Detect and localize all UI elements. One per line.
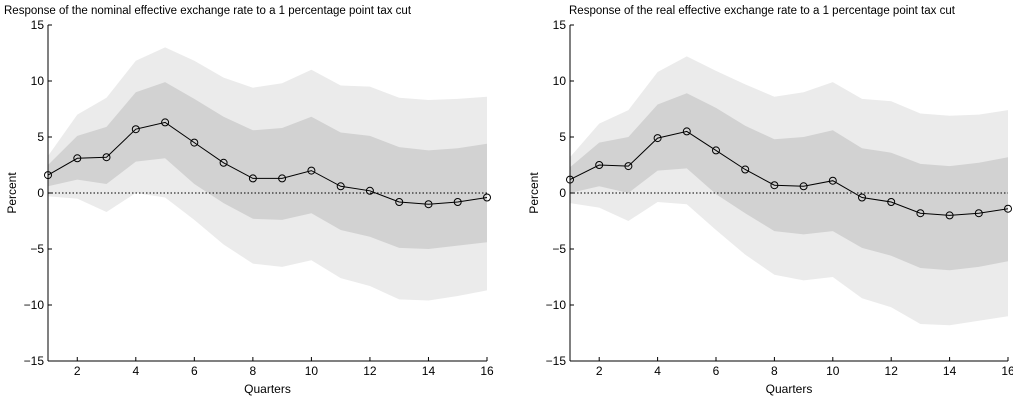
- y-tick-label: 10: [553, 74, 567, 88]
- x-tick-label: 6: [191, 364, 198, 378]
- data-point: [682, 127, 691, 136]
- chart-real-exchange-rate: Response of the real effective exchange …: [527, 5, 1013, 396]
- x-tick-label: 14: [422, 364, 436, 378]
- data-point: [278, 174, 287, 183]
- data-point: [799, 182, 808, 191]
- y-axis-label: Percent: [5, 172, 19, 214]
- data-point: [741, 165, 750, 174]
- x-tick-label: 4: [132, 364, 139, 378]
- data-point: [483, 193, 491, 202]
- x-tick-label: 8: [250, 364, 257, 378]
- y-tick-label: −10: [24, 298, 45, 312]
- data-point: [395, 198, 404, 206]
- data-point: [248, 174, 257, 183]
- x-tick-label: 6: [713, 364, 720, 378]
- y-tick-label: 15: [553, 18, 567, 32]
- y-tick-label: −15: [546, 354, 567, 368]
- data-point: [44, 171, 52, 180]
- chart-title: Response of the real effective exchange …: [569, 5, 956, 17]
- x-tick-label: 4: [654, 364, 661, 378]
- data-point: [336, 182, 345, 191]
- y-tick-label: 10: [31, 74, 45, 88]
- x-axis-label: Quarters: [766, 382, 813, 396]
- y-tick-label: −10: [546, 298, 567, 312]
- data-point: [566, 175, 574, 184]
- y-tick-label: 0: [37, 186, 44, 200]
- data-point: [131, 125, 140, 134]
- series-line: [569, 130, 1009, 216]
- x-tick-label: 8: [771, 364, 778, 378]
- x-tick-label: 12: [363, 364, 377, 378]
- chart-title: Response of the nominal effective exchan…: [4, 5, 412, 17]
- y-tick-label: 5: [559, 130, 566, 144]
- x-tick-label: 14: [943, 364, 957, 378]
- x-tick-label: 10: [305, 364, 319, 378]
- data-point: [1004, 204, 1012, 213]
- data-point: [307, 166, 316, 175]
- y-tick-label: 0: [559, 186, 566, 200]
- data-point: [595, 161, 604, 169]
- data-point: [161, 118, 170, 127]
- data-point: [974, 209, 983, 218]
- data-point: [916, 209, 925, 218]
- data-point: [887, 198, 896, 206]
- data-point: [858, 193, 866, 202]
- x-tick-label: 10: [826, 364, 840, 378]
- x-axis-label: Quarters: [244, 382, 291, 396]
- y-tick-label: 5: [37, 130, 44, 144]
- y-axis-label: Percent: [527, 172, 541, 214]
- data-point: [624, 162, 633, 171]
- data-point: [424, 200, 433, 209]
- x-tick-label: 2: [74, 364, 81, 378]
- x-tick-label: 16: [1001, 364, 1013, 378]
- x-tick-label: 12: [885, 364, 899, 378]
- data-point: [712, 146, 720, 155]
- data-point: [219, 158, 228, 167]
- data-point: [365, 186, 374, 195]
- data-point: [770, 181, 779, 190]
- x-tick-label: 2: [596, 364, 603, 378]
- inner-confidence-band: [570, 93, 1008, 271]
- y-tick-label: −5: [30, 242, 44, 256]
- data-point: [190, 138, 199, 147]
- data-point: [102, 153, 111, 162]
- x-tick-label: 16: [480, 364, 494, 378]
- series-line: [47, 121, 488, 205]
- y-tick-label: −5: [552, 242, 566, 256]
- data-point: [453, 198, 462, 206]
- y-tick-label: 15: [31, 18, 45, 32]
- chart-nominal-exchange-rate: Response of the nominal effective exchan…: [4, 5, 494, 396]
- data-point: [73, 154, 82, 163]
- data-point: [828, 176, 837, 185]
- y-tick-label: −15: [24, 354, 45, 368]
- data-point: [653, 134, 662, 143]
- data-point: [945, 211, 954, 220]
